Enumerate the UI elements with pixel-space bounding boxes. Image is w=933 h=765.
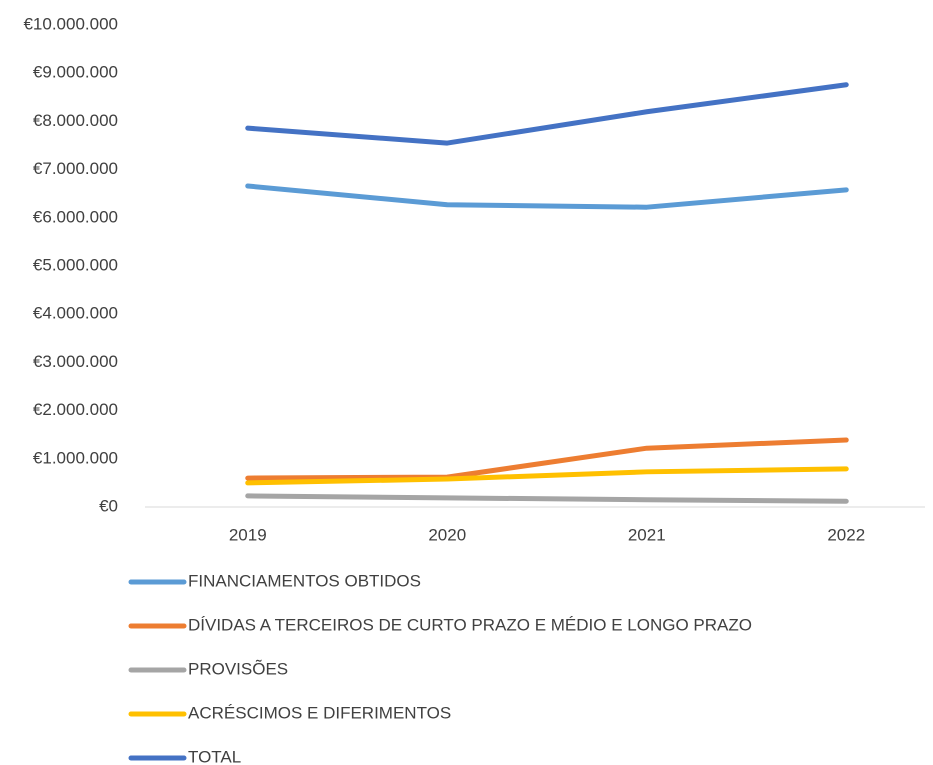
x-tick-label: 2021 xyxy=(628,525,666,544)
y-tick-label: €9.000.000 xyxy=(33,63,118,82)
legend-label: TOTAL xyxy=(188,747,241,765)
y-tick-label: €4.000.000 xyxy=(33,304,118,323)
y-tick-label: €0 xyxy=(99,496,118,515)
legend-label: DÍVIDAS A TERCEIROS DE CURTO PRAZO E MÉD… xyxy=(188,615,752,634)
y-tick-label: €10.000.000 xyxy=(23,14,118,33)
series-line xyxy=(245,493,849,504)
y-tick-label: €5.000.000 xyxy=(33,255,118,274)
series-line xyxy=(245,466,849,486)
x-tick-label: 2019 xyxy=(229,525,267,544)
y-tick-label: €7.000.000 xyxy=(33,159,118,178)
series-line xyxy=(245,437,849,481)
y-tick-label: €1.000.000 xyxy=(33,448,118,467)
legend-label: ACRÉSCIMOS E DIFERIMENTOS xyxy=(188,703,451,722)
y-tick-label: €2.000.000 xyxy=(33,400,118,419)
legend-label: PROVISÕES xyxy=(188,659,288,678)
y-tick-label: €6.000.000 xyxy=(33,207,118,226)
series-line xyxy=(245,82,849,146)
series-line xyxy=(245,183,849,210)
y-tick-label: €8.000.000 xyxy=(33,111,118,130)
legend-label: FINANCIAMENTOS OBTIDOS xyxy=(188,571,421,590)
x-tick-label: 2022 xyxy=(827,525,865,544)
x-tick-label: 2020 xyxy=(428,525,466,544)
y-tick-label: €3.000.000 xyxy=(33,352,118,371)
